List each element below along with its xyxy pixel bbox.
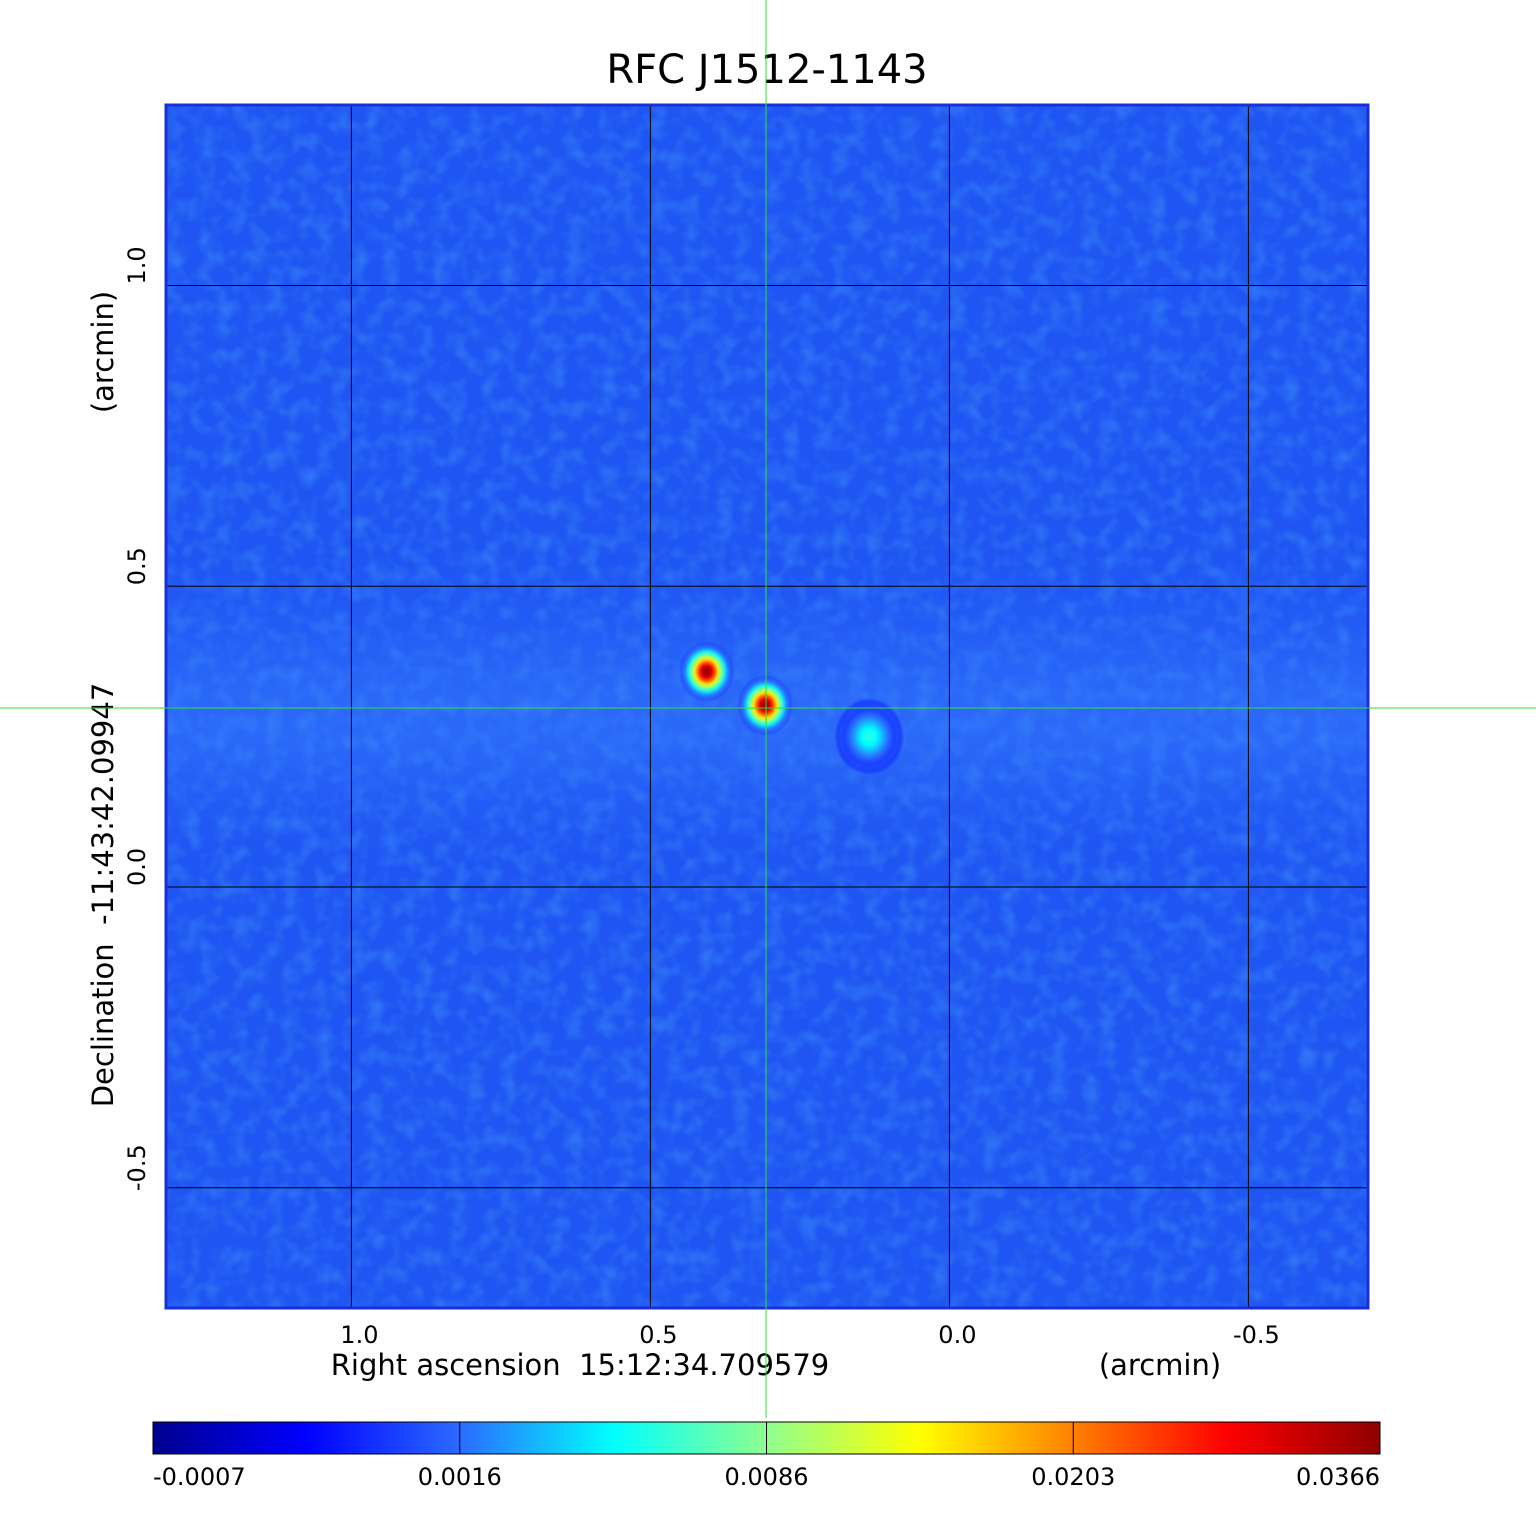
y-tick-label: 0.0 bbox=[123, 848, 151, 886]
colorbar-tick-label: 0.0366 bbox=[1296, 1463, 1380, 1491]
y-axis-unit: (arcmin) bbox=[86, 291, 120, 413]
y-axis-label: Declination -11:43:42.09947 bbox=[86, 683, 120, 1108]
source-component bbox=[678, 640, 735, 703]
colorbar-tick-label: 0.0086 bbox=[725, 1463, 809, 1491]
y-tick-label: -0.5 bbox=[123, 1144, 151, 1191]
x-tick-label: -0.5 bbox=[1233, 1321, 1280, 1349]
source-component bbox=[834, 697, 905, 776]
chart-title: RFC J1512-1143 bbox=[606, 47, 927, 93]
x-tick-label: 1.0 bbox=[340, 1321, 378, 1349]
source-component bbox=[737, 674, 794, 737]
colorbar-tick-label: 0.0203 bbox=[1031, 1463, 1115, 1491]
colorbar-tick-label: -0.0007 bbox=[153, 1463, 246, 1491]
y-tick-label: 0.5 bbox=[123, 547, 151, 585]
x-axis-label: Right ascension 15:12:34.709579 bbox=[331, 1348, 830, 1382]
image-frame bbox=[164, 103, 1370, 1310]
x-tick-label: 0.0 bbox=[938, 1321, 976, 1349]
x-tick-label: 0.5 bbox=[639, 1321, 677, 1349]
y-tick-label: 1.0 bbox=[123, 246, 151, 284]
x-axis-unit: (arcmin) bbox=[1099, 1348, 1221, 1382]
colorbar-tick-label: 0.0016 bbox=[418, 1463, 502, 1491]
